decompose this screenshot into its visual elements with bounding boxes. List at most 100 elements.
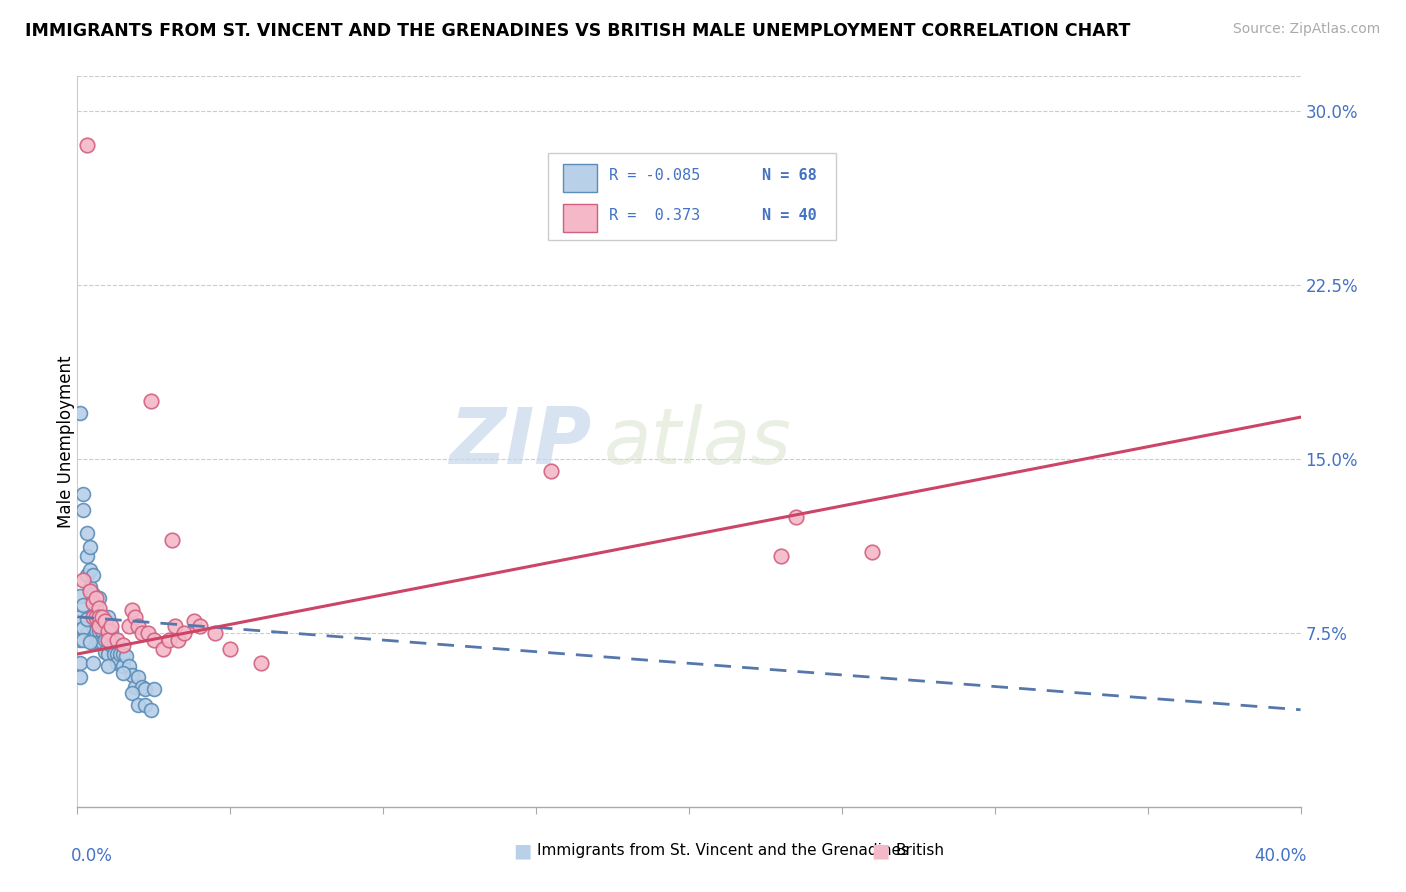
- Text: Immigrants from St. Vincent and the Grenadines: Immigrants from St. Vincent and the Gren…: [537, 843, 910, 858]
- Point: [69, 405, 91, 419]
- Point: [142, 681, 165, 696]
- Point: [76, 610, 98, 624]
- Point: [165, 619, 187, 633]
- Point: [69, 657, 91, 671]
- Point: [183, 615, 205, 629]
- Point: [862, 545, 884, 559]
- Point: [82, 657, 104, 671]
- Point: [94, 615, 117, 629]
- Text: ZIP: ZIP: [449, 403, 591, 480]
- Point: [250, 657, 273, 671]
- Point: [115, 649, 138, 664]
- Point: [84, 610, 107, 624]
- Text: ■: ■: [872, 841, 890, 860]
- Point: [79, 540, 101, 554]
- Point: [134, 681, 156, 696]
- Point: [97, 658, 120, 673]
- Point: [69, 670, 91, 684]
- Point: [84, 591, 107, 606]
- Point: [124, 610, 146, 624]
- Point: [72, 622, 94, 636]
- Point: [79, 635, 101, 649]
- Point: [785, 510, 807, 524]
- Point: [127, 619, 149, 633]
- Point: [105, 633, 128, 648]
- Point: [72, 487, 94, 501]
- Point: [121, 603, 143, 617]
- Point: [118, 658, 141, 673]
- Point: [69, 610, 91, 624]
- Point: [84, 610, 107, 624]
- FancyBboxPatch shape: [548, 153, 835, 240]
- Point: [97, 647, 120, 661]
- Point: [769, 549, 792, 564]
- Y-axis label: Male Unemployment: Male Unemployment: [58, 355, 75, 528]
- Point: [219, 642, 242, 657]
- Point: [76, 138, 98, 153]
- Point: [79, 584, 101, 599]
- Point: [82, 596, 104, 610]
- Text: R = -0.085: R = -0.085: [609, 168, 700, 183]
- Point: [97, 624, 120, 638]
- Point: [90, 610, 112, 624]
- Point: [79, 633, 101, 648]
- Text: ■: ■: [513, 841, 531, 860]
- Point: [540, 464, 562, 478]
- Point: [76, 612, 98, 626]
- Point: [121, 686, 143, 700]
- Point: [134, 698, 156, 712]
- Point: [118, 619, 141, 633]
- Point: [127, 698, 149, 712]
- Point: [103, 647, 125, 661]
- Point: [105, 647, 128, 661]
- Point: [112, 658, 135, 673]
- Text: atlas: atlas: [603, 403, 792, 480]
- Text: N = 40: N = 40: [762, 209, 817, 223]
- Point: [82, 610, 104, 624]
- Point: [84, 600, 107, 615]
- Point: [79, 563, 101, 577]
- Point: [100, 619, 122, 633]
- Point: [112, 638, 135, 652]
- Point: [72, 503, 94, 517]
- Point: [108, 647, 131, 661]
- Point: [82, 568, 104, 582]
- Point: [90, 624, 112, 638]
- Point: [152, 642, 174, 657]
- Point: [87, 624, 110, 638]
- Point: [87, 610, 110, 624]
- Point: [87, 591, 110, 606]
- Text: R =  0.373: R = 0.373: [609, 209, 700, 223]
- Point: [97, 633, 120, 648]
- Point: [76, 549, 98, 564]
- Point: [94, 645, 117, 659]
- Point: [72, 599, 94, 613]
- Point: [173, 626, 195, 640]
- Point: [112, 647, 135, 661]
- Point: [142, 633, 165, 648]
- Point: [82, 619, 104, 633]
- Point: [112, 665, 135, 680]
- Point: [72, 573, 94, 587]
- Point: [157, 633, 180, 648]
- Point: [188, 619, 211, 633]
- Point: [131, 626, 153, 640]
- Point: [105, 657, 128, 671]
- Point: [76, 568, 98, 582]
- Point: [87, 610, 110, 624]
- Point: [139, 393, 162, 408]
- Text: British: British: [896, 843, 945, 858]
- Text: IMMIGRANTS FROM ST. VINCENT AND THE GRENADINES VS BRITISH MALE UNEMPLOYMENT CORR: IMMIGRANTS FROM ST. VINCENT AND THE GREN…: [25, 22, 1130, 40]
- Point: [69, 589, 91, 603]
- Point: [127, 670, 149, 684]
- Point: [79, 591, 101, 606]
- Point: [76, 526, 98, 541]
- Point: [90, 635, 112, 649]
- Point: [69, 633, 91, 648]
- Point: [90, 610, 112, 624]
- Point: [131, 680, 153, 694]
- Point: [97, 633, 120, 648]
- Point: [139, 703, 162, 717]
- Point: [204, 626, 226, 640]
- Point: [136, 626, 159, 640]
